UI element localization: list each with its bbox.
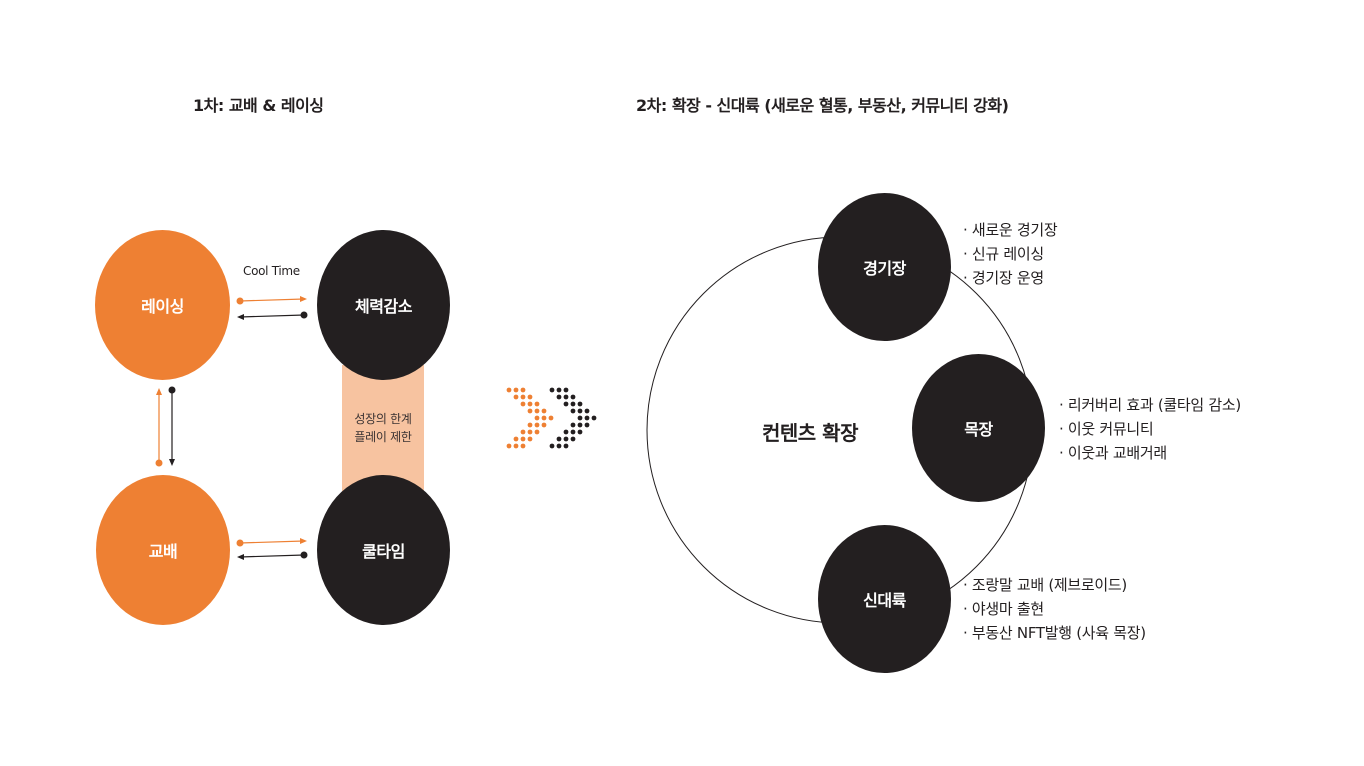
arrow-breeding-to-racing [155,388,163,467]
limit-bar-line-2: 플레이 제한 [354,430,412,444]
orange-chevron-dot [527,436,533,442]
orange-chevron-dot [506,443,512,449]
orange-chevron-dot [548,415,554,421]
arena-bullet-2: · 신규 레이싱 [963,245,1044,263]
dark-chevron-dot [549,443,555,449]
orange-chevron-dot [541,422,547,428]
stamina-label: 체력감소 [355,297,412,316]
ranch-bullet-2: · 이웃 커뮤니티 [1059,420,1154,438]
orange-chevron-dot [520,436,526,442]
breeding-node: 교배 [96,475,230,625]
new-continent-label: 신대륙 [863,591,906,610]
arena-bullet-list: · 새로운 경기장 · 신규 레이싱 · 경기장 운영 [963,218,1058,290]
dark-chevron-dot [563,429,569,435]
orange-chevron-dot [513,443,519,449]
continent-bullet-1: · 조랑말 교배 (제브로이드) [963,576,1127,594]
dark-chevron-dot [577,429,583,435]
limit-bar-line-1: 성장의 한계 [354,412,412,426]
orange-chevron-dot [534,408,540,414]
breeding-label: 교배 [148,542,178,561]
dark-chevron-dot [570,408,576,414]
dark-chevron-dot [563,443,569,449]
arrow-stamina-to-racing [237,311,308,320]
dark-chevron-dot [556,436,562,442]
ranch-node: 목장 [912,354,1045,502]
dark-chevron-dot [591,415,597,421]
dark-chevron-dot [570,401,576,407]
orange-chevron-dot [520,387,526,393]
orange-chevron-dot [513,387,519,393]
dark-chevron-dot [556,394,562,400]
dark-chevron-dot [563,387,569,393]
phase1-title: 1차: 교배 & 레이싱 [193,96,324,115]
continent-bullet-3: · 부동산 NFT발행 (사육 목장) [963,624,1146,642]
dark-chevron-dot [570,394,576,400]
new-continent-node: 신대륙 [818,525,951,673]
arena-node: 경기장 [818,193,951,341]
orange-chevron-dot [527,401,533,407]
dark-chevron-dot [563,394,569,400]
ranch-bullet-list: · 리커버리 효과 (쿨타임 감소) · 이웃 커뮤니티 · 이웃과 교배거래 [1059,393,1241,465]
dark-chevron-dot [570,422,576,428]
arena-bullet-1: · 새로운 경기장 [963,221,1058,239]
limit-bar-text: 성장의 한계 플레이 제한 [332,410,434,446]
dark-chevron-dot [584,408,590,414]
orange-chevron-dot [541,415,547,421]
orange-chevron-dot [513,436,519,442]
cooltime-node: 쿨타임 [317,475,450,625]
dark-chevron-dot [577,408,583,414]
dark-chevron-dot [549,387,555,393]
orange-chevron-dot [527,408,533,414]
cool-time-label: Cool Time [243,264,300,278]
orange-chevron-dot [520,401,526,407]
content-expansion-label: 컨텐츠 확장 [762,421,858,445]
dotted-chevron-arrow [506,387,597,449]
orange-chevron-dot [527,394,533,400]
orange-chevron-dot [527,422,533,428]
orange-chevron-dot [534,422,540,428]
stamina-node: 체력감소 [317,230,450,380]
arena-label: 경기장 [863,259,906,278]
ranch-bullet-3: · 이웃과 교배거래 [1059,444,1167,462]
arrow-cooltime-to-breeding [237,551,308,560]
dark-chevron-dot [577,415,583,421]
dark-chevron-dot [577,422,583,428]
dark-chevron-dot [584,422,590,428]
ranch-bullet-1: · 리커버리 효과 (쿨타임 감소) [1059,396,1241,414]
orange-chevron-dot [541,408,547,414]
racing-label: 레이싱 [141,297,184,316]
orange-chevron-dot [534,401,540,407]
arrow-racing-to-stamina [236,296,307,305]
orange-chevron-dot [527,429,533,435]
dark-chevron-dot [563,436,569,442]
orange-chevron-dot [534,415,540,421]
dark-chevron-dot [570,436,576,442]
continent-bullet-list: · 조랑말 교배 (제브로이드) · 야생마 출현 · 부동산 NFT발행 (사… [963,573,1146,645]
orange-chevron-dot [520,394,526,400]
orange-chevron-dot [520,443,526,449]
orange-chevron-dot [520,429,526,435]
orange-chevron-dot [506,387,512,393]
racing-node: 레이싱 [95,230,230,380]
orange-chevron-dot [513,394,519,400]
arrow-racing-to-breeding [168,386,176,466]
dark-chevron-dot [577,401,583,407]
dark-chevron-dot [556,387,562,393]
dark-chevron-dot [563,401,569,407]
limit-bar [342,365,424,493]
dark-chevron-dot [584,415,590,421]
arrow-breeding-to-cooltime [236,538,307,547]
arena-bullet-3: · 경기장 운영 [963,269,1044,287]
phase2-title: 2차: 확장 - 신대륙 (새로운 혈통, 부동산, 커뮤니티 강화) [636,96,1009,115]
orange-chevron-dot [534,429,540,435]
cooltime-label: 쿨타임 [362,542,405,561]
dark-chevron-dot [556,443,562,449]
continent-bullet-2: · 야생마 출현 [963,600,1044,618]
dark-chevron-dot [570,429,576,435]
ranch-label: 목장 [964,420,993,439]
